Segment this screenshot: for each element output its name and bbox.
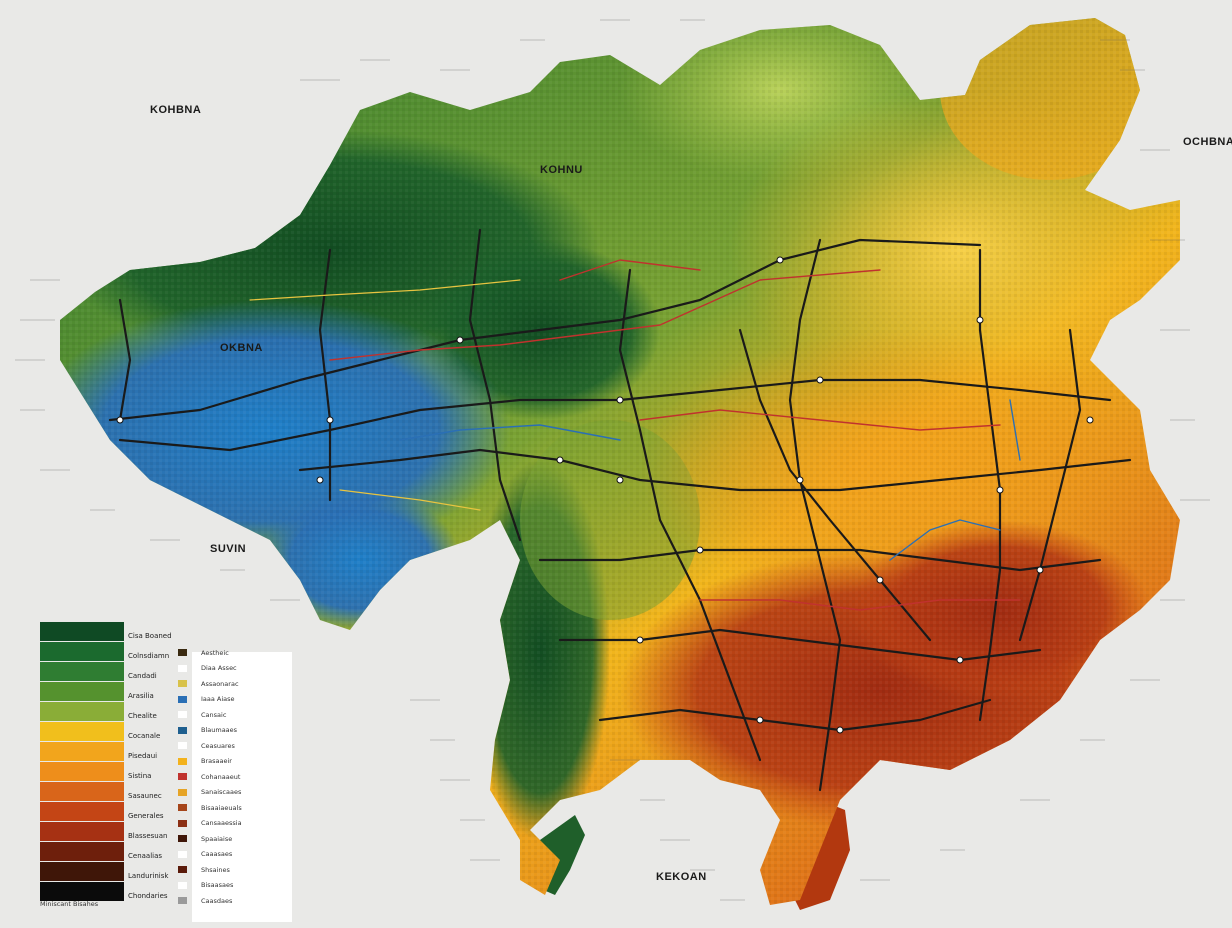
legend-panel-row: Iaaa Aiase bbox=[178, 692, 242, 708]
legend-swatch bbox=[40, 742, 124, 762]
legend-swatch bbox=[40, 642, 124, 662]
legend-label: Candadi bbox=[128, 672, 157, 680]
legend-swatch bbox=[40, 782, 124, 802]
legend-panel-text: Aestheic bbox=[201, 648, 229, 657]
legend-swatch bbox=[40, 842, 124, 862]
legend-label: Pisedaui bbox=[128, 752, 158, 760]
city-markers bbox=[116, 256, 1094, 734]
legend-panel-rows: Aestheic Diaa Assec Assaonarac Iaaa Aiase Ca… bbox=[178, 645, 242, 909]
legend-panel-row: Spaaiaise bbox=[178, 831, 242, 847]
minor-labels bbox=[15, 19, 1210, 901]
legend-panel-text: Brasaaeir bbox=[201, 757, 232, 766]
legend-swatch bbox=[40, 882, 124, 902]
legend-panel-row: Assaonarac bbox=[178, 676, 242, 692]
legend-chip bbox=[178, 649, 187, 657]
legend-panel-text: Bisaaiaeuals bbox=[201, 803, 242, 812]
legend-panel-row: Caasdaes bbox=[178, 893, 242, 909]
legend-panel-row: Brasaaeir bbox=[178, 754, 242, 770]
legend-labels: Cisa Boaned Colnsdiamn Candadi Arasilia Chea… bbox=[128, 626, 172, 906]
legend-label: Colnsdiamn bbox=[128, 652, 170, 660]
legend-label: Cisa Boaned bbox=[128, 632, 172, 640]
legend-chip bbox=[178, 835, 187, 843]
legend-panel-text: Shsaines bbox=[201, 865, 230, 874]
legend-label: Blassesuan bbox=[128, 832, 168, 840]
legend-panel-text: Bisaasaes bbox=[201, 881, 234, 890]
legend-panel-text: Cansaic bbox=[201, 710, 227, 719]
rail-network bbox=[108, 228, 1132, 792]
region-label-east: OCHBNA bbox=[1183, 136, 1232, 148]
legend-label: Cocanale bbox=[128, 732, 161, 740]
legend-swatch bbox=[40, 762, 124, 782]
legend-panel-row: Bisaaiaeuals bbox=[178, 800, 242, 816]
legend-label: Chondaries bbox=[128, 892, 168, 900]
legend-panel-row: Cohanaaeut bbox=[178, 769, 242, 785]
legend-panel-row: Cansaaessia bbox=[178, 816, 242, 832]
legend-panel-row: Aestheic bbox=[178, 645, 242, 661]
legend-panel-text: Assaonarac bbox=[201, 679, 239, 688]
legend-note: Miniscant Bisahes bbox=[40, 900, 99, 908]
legend-panel bbox=[192, 652, 292, 922]
legend-panel-text: Ceasuares bbox=[201, 741, 235, 750]
legend-label: Arasilia bbox=[128, 692, 154, 700]
legend-swatch bbox=[40, 702, 124, 722]
legend-panel-text: Sanaiscaaes bbox=[201, 788, 242, 797]
legend-panel-text: Iaaa Aiase bbox=[201, 695, 235, 704]
legend-swatch bbox=[40, 722, 124, 742]
region-label-west: OKBNA bbox=[220, 342, 263, 354]
legend-panel-row: Bisaasaes bbox=[178, 878, 242, 894]
legend-panel-text: Cohanaaeut bbox=[201, 772, 241, 781]
legend-swatch bbox=[40, 862, 124, 882]
legend-panel-row: Caaasaes bbox=[178, 847, 242, 863]
legend-swatch bbox=[40, 822, 124, 842]
legend-panel-text: Diaa Assec bbox=[201, 664, 237, 673]
legend-chip bbox=[178, 711, 187, 719]
legend-swatch bbox=[40, 682, 124, 702]
legend-label: Sasaunec bbox=[128, 792, 162, 800]
legend-swatch bbox=[40, 662, 124, 682]
legend-chip bbox=[178, 726, 187, 734]
legend-panel-text: Blaumaaes bbox=[201, 726, 238, 735]
region-label-sw: SUVIN bbox=[210, 543, 247, 555]
legend-label: Generales bbox=[128, 812, 164, 820]
legend-chip bbox=[178, 850, 187, 858]
legend-panel-text: Caasdaes bbox=[201, 896, 233, 905]
legend-label: Landurinisk bbox=[128, 872, 169, 880]
legend-swatch bbox=[40, 802, 124, 822]
legend-panel-row: Ceasuares bbox=[178, 738, 242, 754]
legend-panel-row: Cansaic bbox=[178, 707, 242, 723]
legend-panel-row: Blaumaaes bbox=[178, 723, 242, 739]
legend-chip bbox=[178, 866, 187, 874]
legend-panel-text: Cansaaessia bbox=[201, 819, 242, 828]
legend-chip bbox=[178, 881, 187, 889]
legend-chip bbox=[178, 695, 187, 703]
legend-chip bbox=[178, 680, 187, 688]
legend-color-scale bbox=[40, 622, 126, 902]
legend-swatch bbox=[40, 622, 124, 642]
legend-chip bbox=[178, 897, 187, 905]
legend-panel-row: Diaa Assec bbox=[178, 661, 242, 677]
legend-panel-row: Sanaiscaaes bbox=[178, 785, 242, 801]
legend-panel-text: Caaasaes bbox=[201, 850, 233, 859]
legend-chip bbox=[178, 804, 187, 812]
legend-chip bbox=[178, 773, 187, 781]
legend-panel-text: Spaaiaise bbox=[201, 834, 233, 843]
legend-chip bbox=[178, 664, 187, 672]
legend-chip bbox=[178, 819, 187, 827]
region-label-south: KEKOAN bbox=[656, 871, 707, 883]
legend-panel-row: Shsaines bbox=[178, 862, 242, 878]
legend-chip bbox=[178, 788, 187, 796]
region-label-north: KOHNU bbox=[540, 164, 583, 176]
legend-chip bbox=[178, 742, 187, 750]
region-label-nw: KOHBNA bbox=[150, 104, 202, 116]
legend-label: Cenaalias bbox=[128, 852, 163, 860]
legend-label: Chealite bbox=[128, 712, 157, 720]
legend-label: Sistina bbox=[128, 772, 152, 780]
legend-chip bbox=[178, 757, 187, 765]
